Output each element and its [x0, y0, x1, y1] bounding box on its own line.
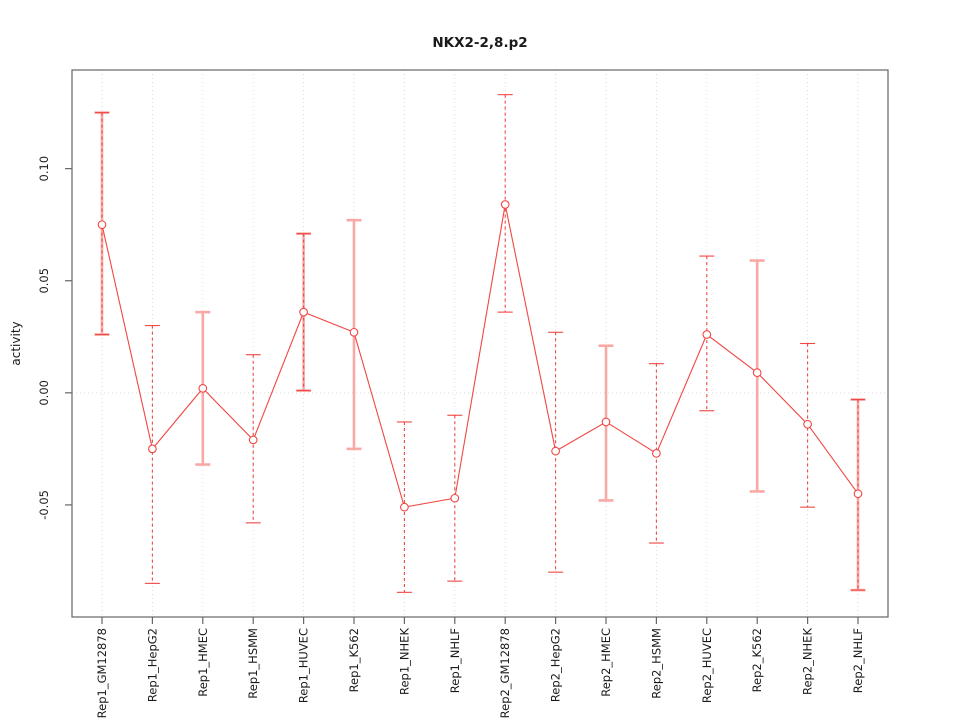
- data-point: [803, 419, 812, 429]
- data-point: [97, 220, 107, 230]
- data-point: [500, 200, 510, 209]
- data-point: [198, 383, 208, 393]
- x-tick-label: Rep1_NHLF: [448, 628, 462, 693]
- y-axis-label: activity: [9, 321, 23, 365]
- data-point: [551, 446, 560, 456]
- y-tick-label: 0.00: [37, 380, 51, 406]
- data-point: [299, 307, 308, 317]
- x-tick-label: Rep2_NHLF: [851, 628, 865, 693]
- x-tick-label: Rep1_NHEK: [397, 628, 411, 695]
- data-point: [450, 493, 460, 503]
- data-point: [601, 417, 611, 427]
- series-line: [101, 204, 859, 508]
- x-tick-label: Rep1_HepG2: [145, 628, 159, 702]
- x-tick-label: Rep2_HepG2: [549, 628, 563, 702]
- y-tick-label: 0.05: [37, 268, 51, 294]
- plot-border: [71, 69, 889, 618]
- data-point: [349, 327, 359, 337]
- data-point: [702, 330, 712, 339]
- chart-title: NKX2-2,8.p2: [432, 35, 527, 51]
- x-tick-label: Rep1_HSMM: [246, 628, 260, 699]
- x-tick-label: Rep2_NHEK: [801, 628, 815, 695]
- y-tick-label: 0.10: [37, 156, 51, 182]
- x-tick-label: Rep2_K562: [750, 628, 764, 692]
- x-tick-label: Rep2_HUVEC: [700, 628, 714, 703]
- x-tick-label: Rep2_GM12878: [498, 628, 512, 718]
- data-point: [752, 368, 762, 377]
- x-tick-label: Rep2_HMEC: [599, 628, 613, 697]
- data-point: [248, 435, 258, 445]
- data-point: [652, 448, 661, 458]
- data-point: [148, 444, 157, 454]
- x-tick-label: Rep2_HSMM: [649, 628, 663, 699]
- x-tick-label: Rep1_HUVEC: [297, 628, 311, 703]
- x-tick-label: Rep1_K562: [347, 628, 361, 692]
- data-point: [853, 489, 863, 499]
- y-tick-label: -0.05: [37, 490, 51, 520]
- x-tick-label: Rep1_GM12878: [95, 628, 109, 718]
- x-tick-label: Rep1_HMEC: [196, 628, 210, 697]
- data-point: [400, 502, 409, 512]
